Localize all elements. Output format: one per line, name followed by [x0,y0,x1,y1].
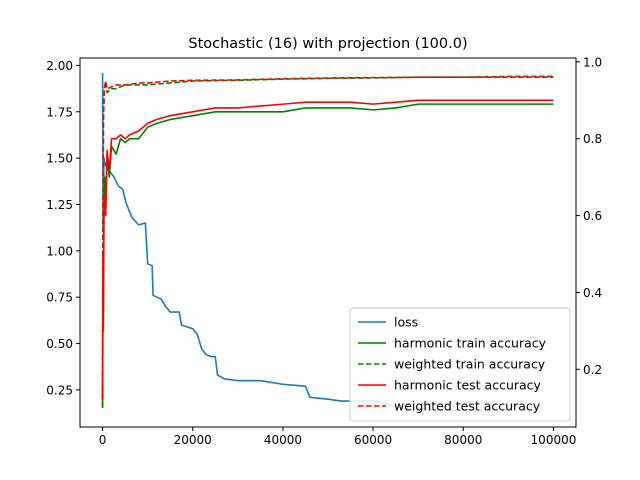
y-left-tick-label: 0.25 [46,383,73,397]
legend: loss harmonic train accuracy weighted trai… [349,307,571,422]
y-right-tick-label: 1.0 [583,55,602,69]
y-left-tick-label: 1.75 [46,105,73,119]
y-right-tick-label: 0.4 [583,286,602,300]
legend-label: loss [394,315,418,330]
legend-label: harmonic train accuracy [394,336,547,351]
axes-frame [79,57,577,428]
x-axis: 0 20000 40000 60000 80000 100000 [99,427,577,447]
legend-box [349,307,571,422]
y-left-tick-label: 0.75 [46,291,73,305]
y-right-tick-label: 0.8 [583,132,602,146]
y-left-tick-label: 1.50 [46,152,73,166]
y-axis-left: 0.25 0.50 0.75 1.00 1.25 1.50 1.75 2.00 [46,59,80,397]
y-left-tick-label: 2.00 [46,59,73,73]
x-tick-label: 20000 [174,433,212,447]
legend-label: weighted test accuracy [394,399,541,414]
x-tick-label: 0 [99,433,107,447]
y-left-tick-label: 0.50 [46,337,73,351]
y-right-tick-label: 0.6 [583,209,602,223]
x-tick-label: 60000 [354,433,392,447]
y-left-tick-label: 1.25 [46,198,73,212]
y-right-tick-label: 0.2 [583,363,602,377]
series-line-harmonic-test-accuracy [101,99,554,401]
x-tick-label: 40000 [264,433,302,447]
y-left-tick-label: 1.00 [46,244,73,258]
x-tick-label: 100000 [531,433,577,447]
legend-label: harmonic test accuracy [394,378,542,393]
x-tick-label: 80000 [444,433,482,447]
y-axis-right: 0.2 0.4 0.6 0.8 1.0 [576,55,602,377]
legend-label: weighted train accuracy [394,357,546,372]
series-line-weighted-test-accuracy [101,75,554,401]
chart-title: Stochastic (16) with projection (100.0) [188,36,467,52]
